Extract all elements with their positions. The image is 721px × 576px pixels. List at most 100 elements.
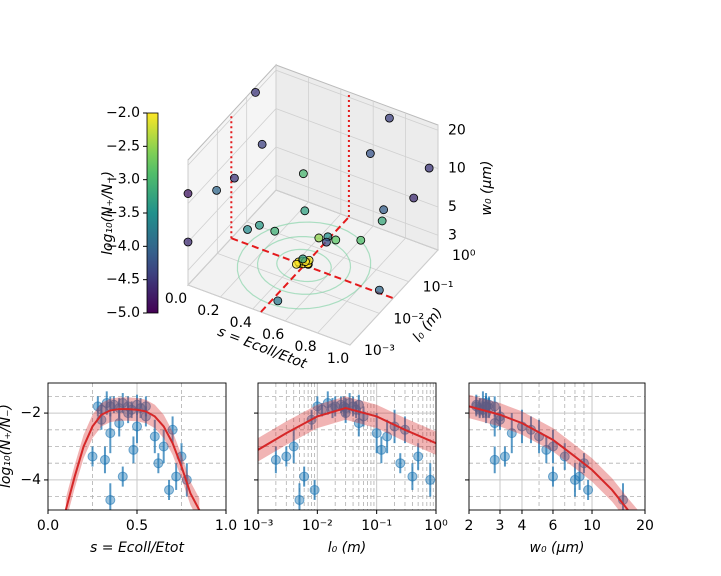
fit-line bbox=[469, 405, 630, 510]
z-tick-label: 10 bbox=[448, 161, 466, 177]
point bbox=[395, 458, 406, 469]
point bbox=[409, 193, 419, 203]
point bbox=[506, 428, 517, 439]
x-tick-label: 6 bbox=[549, 518, 558, 534]
x-tick-label: 10⁰ bbox=[424, 518, 448, 534]
optimum-guide bbox=[230, 237, 394, 300]
x-axis-label: l₀ (m) bbox=[328, 540, 367, 556]
point bbox=[547, 471, 558, 482]
point bbox=[376, 444, 387, 455]
axes-frame bbox=[468, 382, 646, 511]
y-tick-label: 10⁻³ bbox=[364, 343, 395, 359]
point bbox=[353, 399, 364, 410]
z-axis-label: w₀ (μm) bbox=[479, 161, 495, 216]
x-tick-label: 0.4 bbox=[230, 315, 252, 331]
point bbox=[382, 431, 393, 442]
point bbox=[132, 421, 142, 432]
point bbox=[407, 471, 418, 482]
point bbox=[183, 237, 193, 247]
y-tick-label: −4 bbox=[20, 472, 41, 488]
x-tick-label: 4 bbox=[518, 518, 527, 534]
fit-line bbox=[258, 407, 436, 451]
point bbox=[255, 220, 264, 230]
x-tick-label: 0.0 bbox=[37, 518, 59, 534]
z-tick-label: 5 bbox=[448, 199, 457, 215]
colorbar-tick-label: −2.5 bbox=[106, 138, 140, 154]
x-tick-label: 3 bbox=[496, 518, 505, 534]
point bbox=[425, 474, 436, 485]
point bbox=[243, 225, 252, 234]
colorbar-tick-label: −3.0 bbox=[106, 172, 140, 188]
point bbox=[183, 189, 193, 198]
point bbox=[212, 185, 222, 195]
point bbox=[298, 169, 308, 179]
point bbox=[413, 451, 424, 462]
point bbox=[331, 235, 341, 245]
y-tick-label: 10⁰ bbox=[452, 248, 476, 264]
x-tick-label: 0.2 bbox=[197, 303, 219, 319]
point bbox=[128, 444, 139, 455]
fit-line bbox=[64, 408, 201, 510]
x-tick-label: 10⁻¹ bbox=[361, 518, 392, 534]
fit-band bbox=[65, 397, 200, 510]
plot-area bbox=[64, 391, 201, 510]
point bbox=[270, 226, 280, 236]
x-tick-label: 20 bbox=[636, 518, 654, 534]
plot-area bbox=[469, 391, 638, 510]
point bbox=[167, 424, 178, 435]
z-tick-label: 20 bbox=[448, 122, 466, 138]
point bbox=[281, 451, 292, 462]
point bbox=[574, 471, 585, 482]
x-tick-label: 1.0 bbox=[215, 518, 237, 534]
x-tick-label: 0.6 bbox=[262, 327, 284, 343]
point bbox=[541, 444, 552, 455]
y-tick-label: 10⁻¹ bbox=[423, 280, 454, 296]
point bbox=[379, 205, 389, 215]
y-tick-label: −2 bbox=[20, 405, 41, 421]
x-axis-label: w₀ (μm) bbox=[530, 540, 585, 556]
grid-line bbox=[187, 69, 439, 166]
grid-line bbox=[187, 146, 439, 243]
x-tick-label: 1.0 bbox=[327, 351, 349, 367]
plot-area bbox=[258, 391, 436, 510]
point bbox=[99, 454, 110, 465]
point bbox=[105, 428, 116, 439]
point bbox=[105, 494, 116, 505]
point bbox=[87, 451, 98, 462]
point bbox=[273, 296, 283, 306]
colorbar-tick-label: −4.0 bbox=[106, 238, 140, 254]
colorbar bbox=[146, 112, 159, 314]
point bbox=[114, 418, 125, 429]
contour bbox=[276, 248, 332, 283]
point bbox=[374, 285, 384, 295]
point bbox=[356, 235, 366, 245]
point bbox=[153, 458, 164, 469]
point bbox=[559, 451, 570, 462]
z-tick-label: 3 bbox=[448, 227, 457, 243]
point bbox=[314, 233, 324, 243]
colorbar-tick-label: −3.5 bbox=[106, 205, 140, 221]
point bbox=[299, 471, 310, 482]
point bbox=[583, 484, 594, 495]
point bbox=[322, 237, 331, 247]
colorbar-tick-label: −4.5 bbox=[106, 272, 140, 288]
point bbox=[158, 441, 169, 452]
point bbox=[298, 254, 308, 264]
point bbox=[489, 454, 500, 465]
point bbox=[288, 441, 299, 452]
grid-line bbox=[246, 96, 409, 283]
grid-line bbox=[187, 174, 439, 271]
grid-line bbox=[216, 128, 380, 314]
point bbox=[499, 451, 510, 462]
grid-line bbox=[275, 65, 439, 251]
point bbox=[117, 471, 128, 482]
point bbox=[384, 113, 394, 123]
colorbar-label: log₁₀(N₊/N₋) bbox=[100, 171, 116, 255]
colorbar-tick-label: −5.0 bbox=[106, 305, 140, 321]
point bbox=[229, 173, 239, 183]
colorbar-tick-label: −2.0 bbox=[106, 105, 140, 121]
x-tick-label: 2 bbox=[465, 518, 474, 534]
point bbox=[300, 206, 310, 216]
fit-band bbox=[469, 394, 638, 510]
